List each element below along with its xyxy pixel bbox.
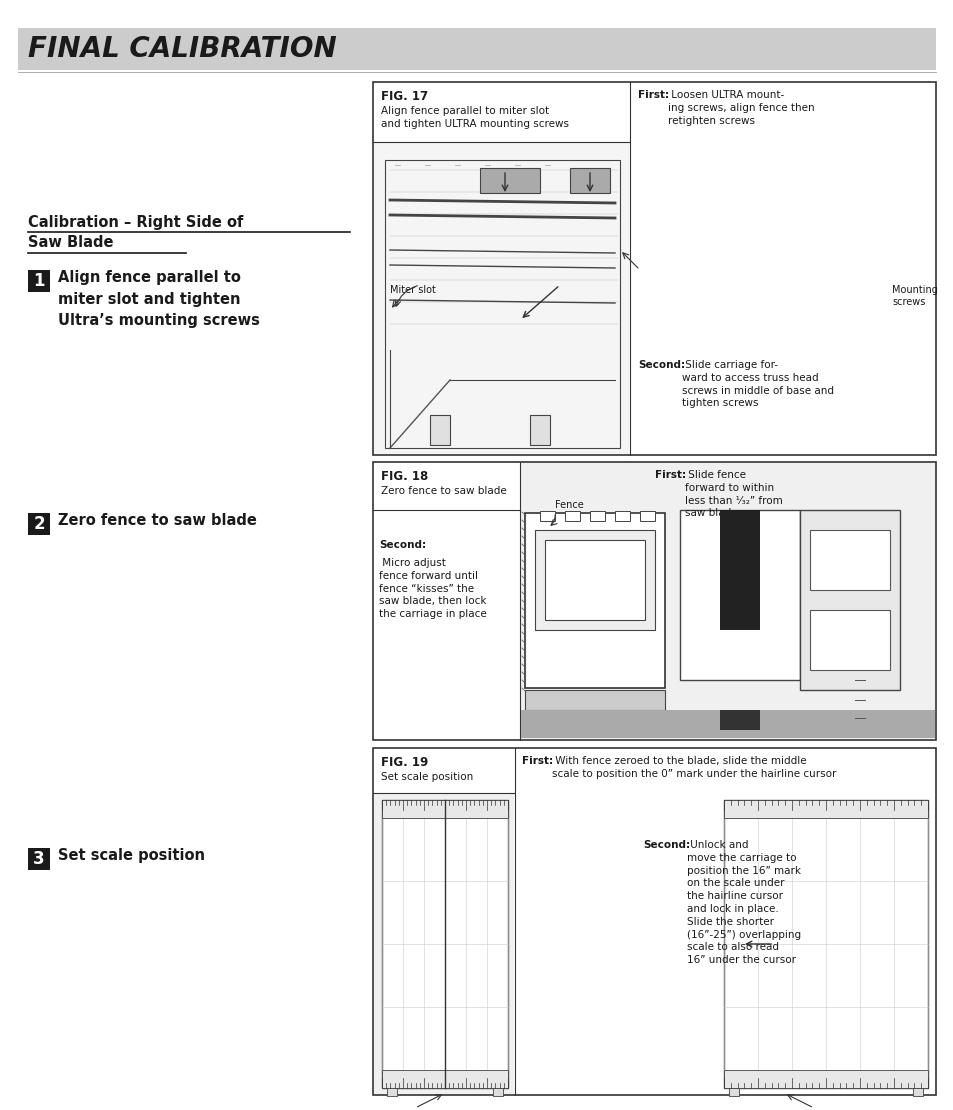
FancyBboxPatch shape	[530, 415, 550, 445]
FancyBboxPatch shape	[381, 800, 507, 818]
FancyBboxPatch shape	[520, 463, 934, 739]
Text: Saw Blade: Saw Blade	[28, 235, 113, 250]
Text: Unlock and
move the carriage to
position the 16” mark
on the scale under
the hai: Unlock and move the carriage to position…	[686, 840, 801, 966]
Text: With fence zeroed to the blade, slide the middle
scale to position the 0” mark u: With fence zeroed to the blade, slide th…	[552, 756, 836, 779]
Text: FIG. 17: FIG. 17	[380, 90, 428, 103]
FancyBboxPatch shape	[387, 1088, 396, 1096]
Text: Set scale position: Set scale position	[380, 771, 473, 783]
FancyBboxPatch shape	[430, 415, 450, 445]
FancyBboxPatch shape	[723, 800, 927, 1088]
Text: Align fence parallel to
miter slot and tighten
Ultra’s mounting screws: Align fence parallel to miter slot and t…	[58, 270, 259, 329]
FancyBboxPatch shape	[720, 509, 760, 630]
Text: Second:: Second:	[638, 360, 684, 370]
Text: FIG. 19: FIG. 19	[380, 756, 428, 769]
FancyBboxPatch shape	[535, 529, 655, 630]
Text: 1: 1	[33, 272, 45, 290]
FancyBboxPatch shape	[809, 529, 889, 591]
FancyBboxPatch shape	[589, 511, 604, 521]
Text: 3: 3	[33, 850, 45, 868]
Text: 2: 2	[33, 515, 45, 533]
FancyBboxPatch shape	[728, 1088, 739, 1096]
FancyBboxPatch shape	[373, 462, 935, 740]
Text: Micro adjust
fence forward until
fence “kisses” the
saw blade, then lock
the car: Micro adjust fence forward until fence “…	[378, 558, 486, 619]
FancyBboxPatch shape	[544, 539, 644, 620]
FancyBboxPatch shape	[374, 143, 628, 454]
Text: Zero fence to saw blade: Zero fence to saw blade	[58, 513, 256, 528]
FancyBboxPatch shape	[720, 710, 760, 730]
Text: Calibration – Right Side of: Calibration – Right Side of	[28, 215, 243, 230]
Text: Slide fence
forward to within
less than ¹⁄₃₂” from
saw blade: Slide fence forward to within less than …	[684, 470, 781, 518]
Text: First:: First:	[655, 470, 685, 480]
FancyBboxPatch shape	[912, 1088, 923, 1096]
FancyBboxPatch shape	[524, 513, 664, 688]
FancyBboxPatch shape	[569, 168, 609, 193]
Text: Slide carriage for-
ward to access truss head
screws in middle of base and
tight: Slide carriage for- ward to access truss…	[681, 360, 833, 408]
Text: Loosen ULTRA mount-
ing screws, align fence then
retighten screws: Loosen ULTRA mount- ing screws, align fe…	[667, 90, 814, 125]
FancyBboxPatch shape	[28, 270, 50, 292]
FancyBboxPatch shape	[479, 168, 539, 193]
FancyBboxPatch shape	[381, 1070, 507, 1088]
FancyBboxPatch shape	[723, 800, 927, 818]
Text: Fence: Fence	[555, 500, 583, 509]
Text: First:: First:	[521, 756, 553, 766]
FancyBboxPatch shape	[800, 509, 899, 690]
FancyBboxPatch shape	[28, 513, 50, 535]
FancyBboxPatch shape	[373, 748, 935, 1094]
FancyBboxPatch shape	[373, 82, 935, 455]
FancyBboxPatch shape	[564, 511, 579, 521]
FancyBboxPatch shape	[539, 511, 555, 521]
Text: Zero fence to saw blade: Zero fence to saw blade	[380, 486, 506, 496]
FancyBboxPatch shape	[615, 511, 629, 521]
Text: FINAL CALIBRATION: FINAL CALIBRATION	[28, 36, 336, 63]
FancyBboxPatch shape	[639, 511, 655, 521]
Text: Align fence parallel to miter slot
and tighten ULTRA mounting screws: Align fence parallel to miter slot and t…	[380, 105, 568, 129]
Text: Second:: Second:	[378, 539, 426, 549]
FancyBboxPatch shape	[723, 1070, 927, 1088]
Text: Second:: Second:	[642, 840, 689, 850]
FancyBboxPatch shape	[28, 848, 50, 870]
FancyBboxPatch shape	[493, 1088, 502, 1096]
FancyBboxPatch shape	[524, 690, 664, 710]
Text: Mounting
screws: Mounting screws	[891, 285, 937, 307]
FancyBboxPatch shape	[374, 794, 514, 1094]
FancyBboxPatch shape	[381, 800, 507, 1088]
FancyBboxPatch shape	[18, 28, 935, 70]
Text: Set scale position: Set scale position	[58, 848, 205, 862]
FancyBboxPatch shape	[520, 710, 934, 738]
FancyBboxPatch shape	[809, 610, 889, 670]
FancyBboxPatch shape	[679, 509, 800, 680]
Text: First:: First:	[638, 90, 668, 100]
Text: Miter slot: Miter slot	[390, 285, 436, 295]
Text: FIG. 18: FIG. 18	[380, 470, 428, 483]
